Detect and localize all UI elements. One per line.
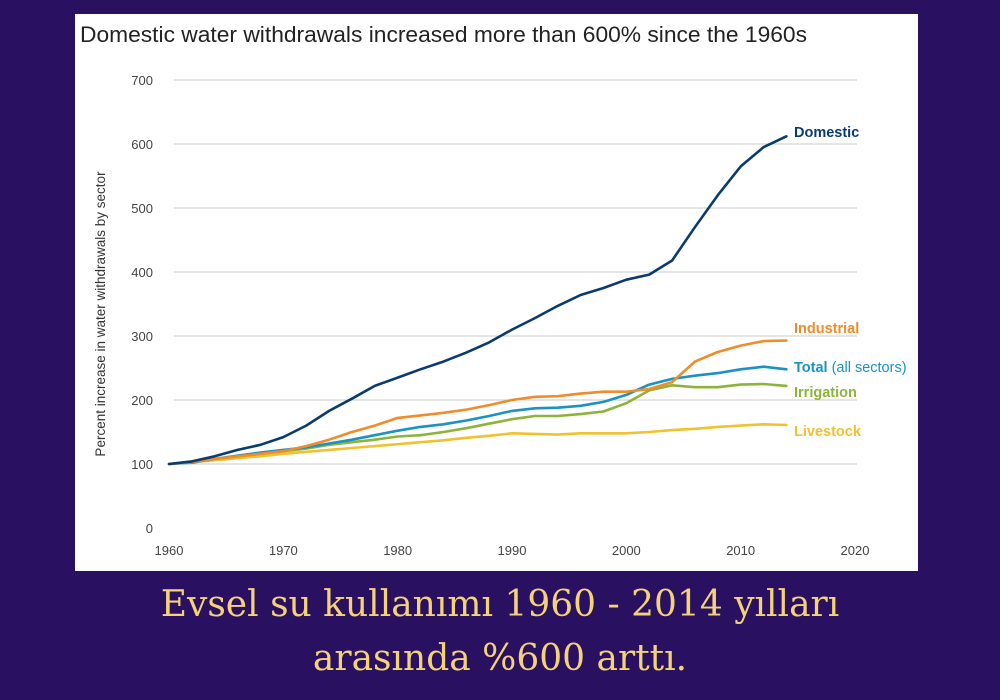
chart-panel: Domestic water withdrawals increased mor…	[75, 14, 918, 571]
x-tick-label: 2020	[841, 543, 870, 558]
x-tick-label: 1970	[269, 543, 298, 558]
y-tick-label: 300	[131, 329, 153, 344]
series-line-livestock	[167, 422, 788, 466]
legend-label-total: Total (all sectors)	[794, 360, 907, 376]
y-tick-label: 500	[131, 201, 153, 216]
caption-line-2: arasında %600 arttı.	[312, 638, 688, 679]
chart-title: Domestic water withdrawals increased mor…	[80, 22, 807, 47]
y-tick-label: 400	[131, 265, 153, 280]
series-line-domestic	[167, 135, 788, 466]
y-tick-label: 600	[131, 137, 153, 152]
x-tick-label: 2000	[612, 543, 641, 558]
x-tick-label: 1960	[155, 543, 184, 558]
legend-label-domestic: Domestic	[794, 125, 859, 141]
y-tick-label: 200	[131, 393, 153, 408]
y-tick-label: 100	[131, 457, 153, 472]
legend-label-livestock: Livestock	[794, 424, 862, 440]
legend-label-suffix: (all sectors)	[828, 360, 907, 376]
y-axis-label: Percent increase in water withdrawals by…	[93, 171, 108, 457]
y-tick-label: 700	[131, 73, 153, 88]
caption: Evsel su kullanımı 1960 - 2014 yılları a…	[0, 578, 1000, 686]
legend-label-industrial: Industrial	[794, 321, 859, 337]
series-line-total	[167, 365, 788, 466]
x-tick-label: 1980	[383, 543, 412, 558]
y-tick-label: 0	[146, 521, 153, 536]
legend-label-irrigation: Irrigation	[794, 385, 857, 401]
caption-line-1: Evsel su kullanımı 1960 - 2014 yılları	[160, 584, 840, 625]
series-line-industrial	[167, 339, 788, 466]
line-chart: Domestic water withdrawals increased mor…	[80, 22, 907, 558]
x-tick-label: 1990	[498, 543, 527, 558]
x-tick-label: 2010	[726, 543, 755, 558]
